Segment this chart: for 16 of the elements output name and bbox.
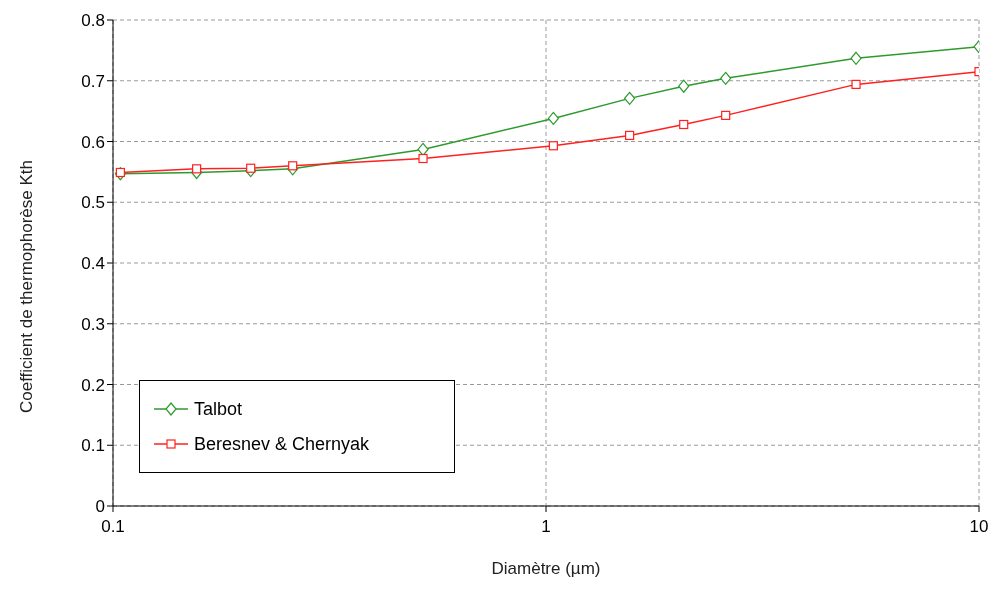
y-tick-label: 0.3 — [81, 314, 105, 334]
legend-label: Beresnev & Chernyak — [194, 433, 370, 455]
y-tick-label: 0.1 — [81, 436, 105, 456]
y-tick-label: 0.8 — [81, 11, 105, 31]
x-tick-label: 10 — [969, 517, 989, 537]
y-tick-label: 0.4 — [81, 254, 105, 274]
y-tick-label: 0.2 — [81, 375, 105, 395]
x-axis-title: Diamètre (µm) — [491, 559, 601, 578]
y-tick-label: 0.6 — [81, 132, 105, 152]
y-tick-label: 0.5 — [81, 193, 105, 213]
y-tick-label: 0 — [95, 497, 105, 517]
x-tick-label: 0.1 — [101, 517, 125, 537]
legend-label: Talbot — [194, 398, 243, 420]
x-tick-label: 1 — [541, 517, 551, 537]
y-axis-title: Coefficient de thermophorèse Kth — [17, 160, 37, 413]
y-tick-label: 0.7 — [81, 71, 105, 91]
